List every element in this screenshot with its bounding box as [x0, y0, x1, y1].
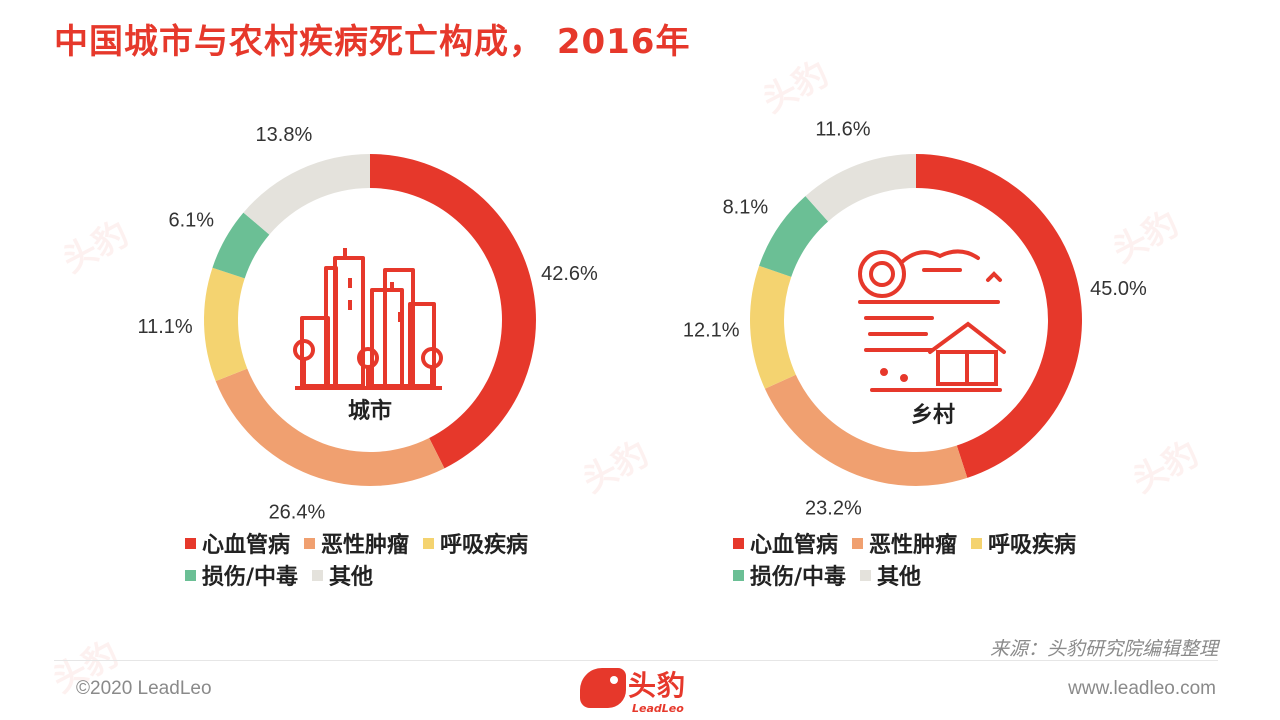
legend-label: 恶性肿瘤 — [321, 533, 410, 558]
legend-label: 其他 — [329, 565, 374, 590]
copyright: ©2020 LeadLeo — [76, 678, 212, 699]
center-label-rural: 乡村 — [911, 403, 955, 428]
legend-item: 心血管病 — [733, 527, 838, 559]
legend-item: 恶性肿瘤 — [852, 527, 957, 559]
legend-rural: 心血管病 恶性肿瘤 呼吸疾病 损伤/中毒 其他 — [733, 527, 1153, 591]
donut-slice — [215, 368, 445, 486]
center-label-city: 城市 — [348, 398, 392, 424]
legend-swatch — [733, 569, 744, 581]
donut-slice — [243, 154, 370, 235]
data-label: 45.0% — [1090, 278, 1147, 300]
legend-item: 呼吸疾病 — [423, 527, 528, 559]
legend-item: 损伤/中毒 — [185, 559, 298, 591]
legend-item: 恶性肿瘤 — [304, 527, 409, 559]
legend-item: 其他 — [860, 559, 921, 591]
data-label: 11.1% — [137, 316, 192, 338]
legend-swatch — [971, 537, 983, 549]
footer-divider — [54, 660, 1218, 661]
donut-chart-rural: 45.0% 23.2% 12.1% 8.1% 11.6% — [683, 118, 1147, 519]
legend-swatch — [185, 569, 196, 581]
legend-label: 其他 — [877, 565, 922, 590]
donut-slice — [212, 212, 270, 279]
data-label: 12.1% — [683, 320, 740, 342]
page-title: 中国城市与农村疾病死亡构成， 2016年 — [54, 22, 691, 62]
donut-slice — [750, 265, 796, 389]
legend-city: 心血管病 恶性肿瘤 呼吸疾病 损伤/中毒 其他 — [185, 527, 605, 591]
legend-swatch — [852, 537, 864, 549]
legend-item: 呼吸疾病 — [971, 527, 1076, 559]
donut-chart-city: 42.6% 26.4% 11.1% 6.1% 13.8% — [137, 124, 598, 524]
countryside-house-icon — [858, 249, 1006, 392]
legend-swatch — [185, 537, 196, 549]
legend-item: 损伤/中毒 — [733, 559, 846, 591]
legend-label: 损伤/中毒 — [202, 565, 299, 590]
data-label: 42.6% — [541, 263, 598, 285]
legend-swatch — [860, 569, 872, 581]
legend-swatch — [304, 537, 316, 549]
data-label: 6.1% — [168, 210, 214, 232]
legend-swatch — [312, 569, 324, 581]
legend-label: 呼吸疾病 — [440, 533, 529, 558]
data-label: 13.8% — [256, 124, 313, 146]
donut-slice — [764, 374, 968, 486]
legend-item: 其他 — [312, 559, 373, 591]
legend-label: 损伤/中毒 — [750, 565, 847, 590]
leadleo-logo: 头豹 LeadLeo — [580, 662, 710, 720]
data-label: 23.2% — [805, 498, 862, 520]
data-label: 26.4% — [269, 502, 326, 524]
legend-label: 心血管病 — [202, 533, 291, 558]
leopard-icon — [580, 668, 626, 708]
donut-slice — [805, 154, 916, 222]
legend-swatch — [423, 537, 435, 549]
source-note: 来源：头豹研究院编辑整理 — [989, 638, 1218, 660]
data-label: 11.6% — [815, 118, 870, 140]
city-buildings-icon — [293, 248, 443, 390]
logo-subtext: LeadLeo — [632, 702, 684, 715]
data-label: 8.1% — [723, 196, 769, 218]
logo-text: 头豹 — [628, 669, 687, 702]
legend-label: 恶性肿瘤 — [869, 533, 958, 558]
legend-label: 心血管病 — [750, 533, 839, 558]
donut-slice — [203, 267, 248, 382]
legend-label: 呼吸疾病 — [988, 533, 1077, 558]
donut-slice — [916, 154, 1082, 478]
donut-slice — [370, 154, 536, 469]
donut-slice — [759, 196, 829, 277]
legend-swatch — [733, 537, 744, 549]
legend-item: 心血管病 — [185, 527, 290, 559]
website-link[interactable]: www.leadleo.com — [1068, 678, 1216, 699]
